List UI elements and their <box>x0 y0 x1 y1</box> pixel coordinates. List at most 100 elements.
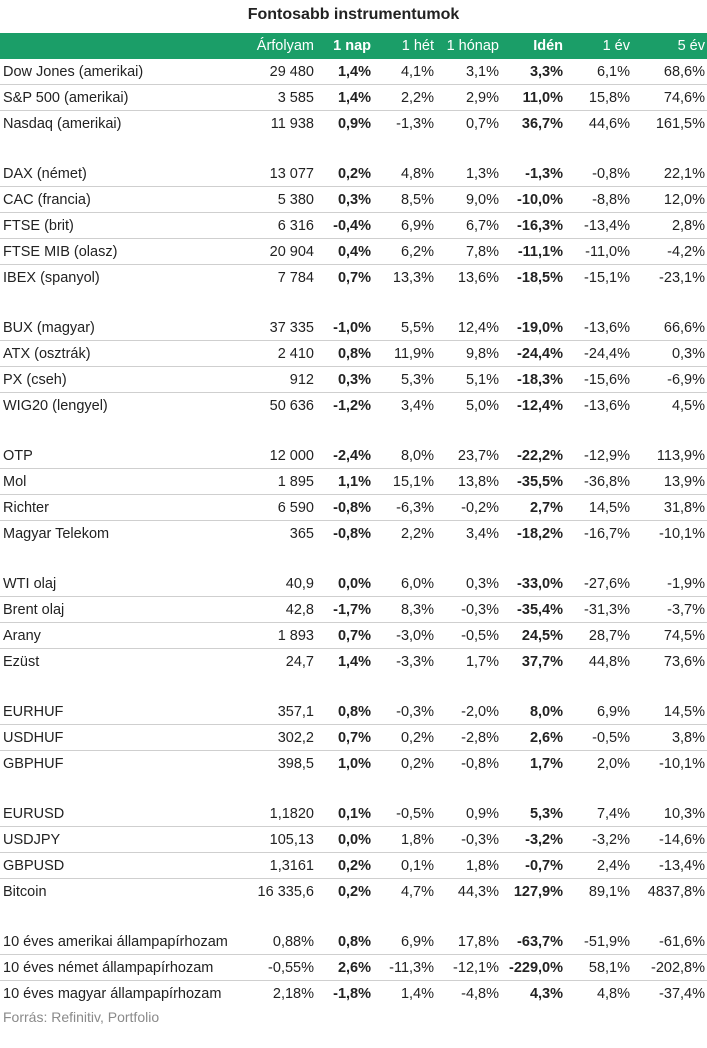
table-row: IBEX (spanyol) 7 784 0,7% 13,3% 13,6% -18,5% -… <box>0 265 707 291</box>
change-1-day: 0,8% <box>316 929 373 955</box>
change-1-year: 15,8% <box>565 84 632 111</box>
change-1-month: 13,8% <box>436 468 501 495</box>
change-1-month: 5,0% <box>465 397 499 414</box>
change-1-month: 9,8% <box>436 340 501 367</box>
instrument-name: USDJPY <box>0 826 243 853</box>
change-1-month: -0,3% <box>436 826 501 853</box>
table-row: PX (cseh) 912 0,3% 5,3% 5,1% -18,3% -15,6% -6,9… <box>0 366 707 393</box>
change-ytd: 2,7% <box>501 494 565 521</box>
change-1-day: 0,0% <box>316 571 373 597</box>
price-cell: 37 335 <box>243 315 316 341</box>
change-1-year: -0,8% <box>565 161 632 187</box>
change-5-year: 74,6% <box>632 84 707 111</box>
change-1-day: 0,2% <box>316 852 373 879</box>
change-1-day: -1,7% <box>316 596 373 623</box>
change-1-week: -6,3% <box>373 494 436 521</box>
change-1-year: -36,8% <box>565 468 632 495</box>
change-1-year: -13,6% <box>565 315 632 341</box>
change-5-year: 73,6% <box>663 653 705 670</box>
header-price: Árfolyam <box>256 38 314 54</box>
price-cell: 13 077 <box>243 161 316 187</box>
change-1-day: -0,4% <box>316 212 373 239</box>
price-cell: 1 895 <box>243 468 316 495</box>
instrument-name: WIG20 (lengyel) <box>3 397 108 414</box>
change-5-year: 31,8% <box>632 494 707 521</box>
price-cell: 302,2 <box>243 724 316 751</box>
change-5-year: 74,5% <box>632 622 707 649</box>
instrument-name: DAX (német) <box>0 161 243 187</box>
change-1-day: -1,0% <box>316 315 373 341</box>
change-ytd: 8,0% <box>501 699 565 725</box>
instrument-name: GBPUSD <box>0 852 243 879</box>
change-1-month: -2,0% <box>436 699 501 725</box>
change-5-year: 68,6% <box>632 59 707 85</box>
change-ytd: 36,7% <box>521 115 563 132</box>
instrument-name: GBPHUF <box>3 755 64 772</box>
change-1-day: 1,0% <box>337 755 371 772</box>
change-1-month: -2,8% <box>436 724 501 751</box>
price-cell: 398,5 <box>277 755 314 772</box>
change-5-year: -23,1% <box>659 269 705 286</box>
change-1-week: 4,8% <box>373 161 436 187</box>
change-5-year: -10,1% <box>659 755 705 772</box>
change-1-month: 3,4% <box>465 525 499 542</box>
table-row: Bitcoin 16 335,6 0,2% 4,7% 44,3% 127,9% 89,1% 4… <box>0 879 707 905</box>
change-ytd: -18,3% <box>501 366 565 393</box>
change-1-week: 5,5% <box>373 315 436 341</box>
change-5-year: 161,5% <box>655 115 705 132</box>
change-1-week: 1,4% <box>400 985 434 1002</box>
change-1-month: -0,3% <box>436 596 501 623</box>
instrument-name: Arany <box>0 622 243 649</box>
change-1-year: -3,2% <box>565 826 632 853</box>
instruments-table: Árfolyam 1 nap 1 hét 1 hónap Idén 1 év 5… <box>0 33 707 1006</box>
change-5-year: -61,6% <box>632 929 707 955</box>
change-1-week: 13,3% <box>392 269 434 286</box>
change-1-month: 23,7% <box>436 443 501 469</box>
change-1-week: -0,5% <box>373 801 436 827</box>
change-ytd: -18,5% <box>517 269 563 286</box>
change-5-year: -10,1% <box>659 525 705 542</box>
instrument-name: WTI olaj <box>0 571 243 597</box>
change-1-year: -8,8% <box>565 186 632 213</box>
instrument-name: Richter <box>0 494 243 521</box>
price-cell: 42,8 <box>243 596 316 623</box>
header-5-year: 5 év <box>677 38 705 54</box>
change-1-day: 0,1% <box>316 801 373 827</box>
instrument-name: 10 éves amerikai állampapírhozam <box>0 929 243 955</box>
change-ytd: 24,5% <box>501 622 565 649</box>
price-cell: 105,13 <box>243 826 316 853</box>
price-cell: 912 <box>243 366 316 393</box>
change-ytd: -63,7% <box>501 929 565 955</box>
change-5-year: 2,8% <box>632 212 707 239</box>
change-1-week: 0,2% <box>400 755 434 772</box>
change-1-year: 14,5% <box>565 494 632 521</box>
instrument-name: Nasdaq (amerikai) <box>3 115 122 132</box>
header-instrument <box>0 33 243 59</box>
change-ytd: -10,0% <box>501 186 565 213</box>
change-1-month: 7,8% <box>436 238 501 265</box>
table-row: USDJPY 105,13 0,0% 1,8% -0,3% -3,2% -3,2% -14,6… <box>0 826 707 853</box>
instrument-name: EURHUF <box>0 699 243 725</box>
change-1-year: -24,4% <box>565 340 632 367</box>
change-1-year: 6,1% <box>565 59 632 85</box>
spacer-cell <box>0 136 707 161</box>
change-1-year: -12,9% <box>565 443 632 469</box>
spacer-cell <box>0 674 707 699</box>
table-row: Richter 6 590 -0,8% -6,3% -0,2% 2,7% 14,5% 31,8… <box>0 494 707 521</box>
change-1-year: -13,4% <box>565 212 632 239</box>
price-cell: 6 316 <box>243 212 316 239</box>
table-row: CAC (francia) 5 380 0,3% 8,5% 9,0% -10,0% -8,8… <box>0 186 707 213</box>
source-note: Forrás: Refinitiv, Portfolio <box>3 1009 160 1025</box>
price-cell: 1,3161 <box>243 852 316 879</box>
group-spacer <box>0 674 707 699</box>
change-1-year: 44,6% <box>588 115 630 132</box>
change-1-month: 17,8% <box>436 929 501 955</box>
spacer-cell <box>0 776 707 801</box>
change-1-month: 0,7% <box>465 115 499 132</box>
change-1-week: 6,2% <box>373 238 436 265</box>
table-title: Fontosabb instrumentumok <box>247 6 460 23</box>
instrument-name: Ezüst <box>3 653 40 670</box>
change-5-year: 22,1% <box>632 161 707 187</box>
group-spacer <box>0 290 707 315</box>
change-1-day: 2,6% <box>316 954 373 981</box>
